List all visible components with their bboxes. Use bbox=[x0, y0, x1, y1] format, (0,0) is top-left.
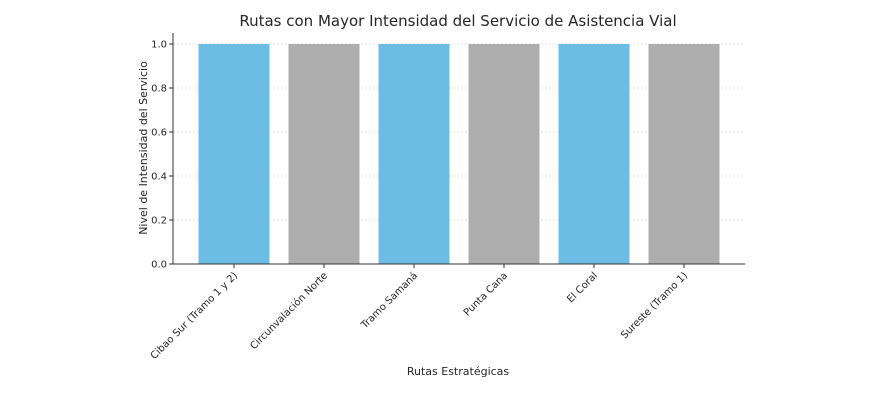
x-tick-label: Cibao Sur (Tramo 1 y 2) bbox=[149, 270, 240, 361]
bar bbox=[288, 44, 360, 264]
y-tick-label: 0.2 bbox=[151, 216, 167, 227]
y-axis-ticks: 0.0 0.2 0.4 0.6 0.8 1.0 bbox=[151, 40, 173, 271]
x-tick-label: Sureste (Tramo 1) bbox=[619, 270, 690, 341]
bar bbox=[558, 44, 630, 264]
y-tick-label: 0.8 bbox=[151, 84, 167, 95]
y-axis-label: Nivel de Intensidad del Servicio bbox=[137, 61, 150, 235]
bar bbox=[378, 44, 450, 264]
y-tick-label: 0.6 bbox=[151, 128, 167, 139]
y-tick-label: 0.0 bbox=[151, 260, 167, 271]
bar bbox=[468, 44, 540, 264]
x-axis-ticks: Cibao Sur (Tramo 1 y 2) Circunvalación No… bbox=[149, 264, 690, 362]
x-tick-label: El Coral bbox=[565, 270, 600, 305]
x-tick-label: Tramo Samaná bbox=[358, 270, 420, 332]
x-tick-label: Punta Cana bbox=[462, 270, 510, 318]
x-axis-label: Rutas Estratégicas bbox=[407, 365, 510, 378]
y-tick-label: 1.0 bbox=[151, 40, 167, 51]
y-tick-label: 0.4 bbox=[151, 172, 167, 183]
x-tick-label: Circunvalación Norte bbox=[248, 270, 330, 352]
bar bbox=[198, 44, 270, 264]
bar bbox=[648, 44, 720, 264]
bars bbox=[198, 44, 720, 264]
chart-title: Rutas con Mayor Intensidad del Servicio … bbox=[239, 12, 676, 30]
